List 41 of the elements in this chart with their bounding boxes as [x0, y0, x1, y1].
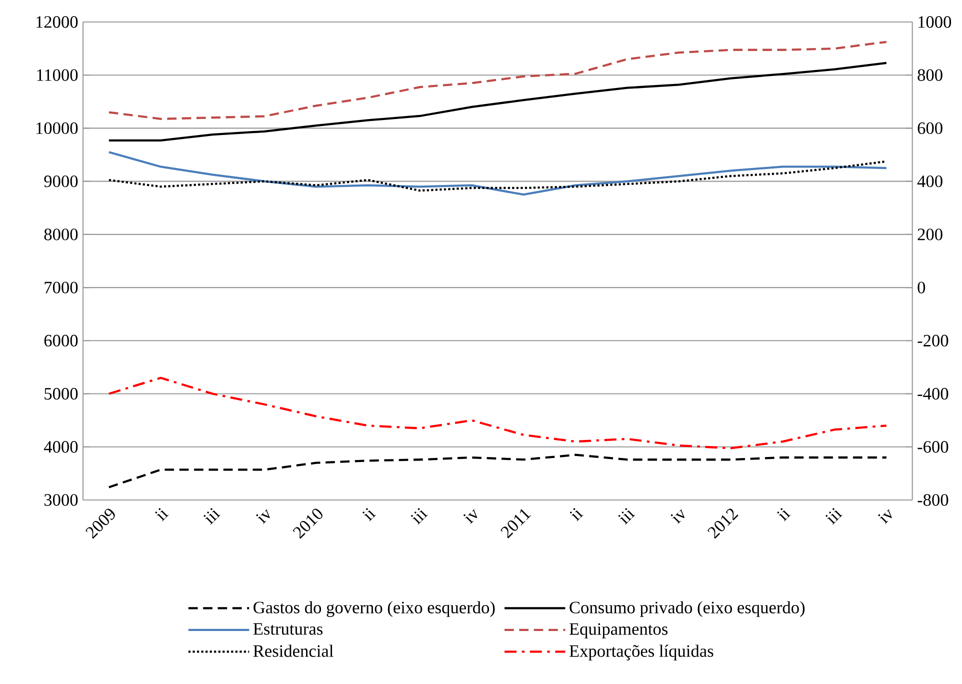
x-tick-label: iii [826, 508, 842, 525]
x-tick-label: iii [204, 508, 220, 525]
y2-tick-label: 0 [918, 282, 926, 294]
y-tick-label: 9000 [44, 175, 78, 188]
legend-label: Gastos do governo (eixo esquerdo) [254, 601, 495, 617]
y2-tick-label: 400 [917, 175, 942, 188]
x-tick-label: iv [670, 509, 685, 524]
x-tick-label: iii [411, 508, 428, 525]
y2-tick-label: 600 [918, 122, 942, 134]
y2-tick-label: -200 [918, 334, 948, 346]
x-tick-label: iv [256, 509, 270, 524]
y2-tick-label: 200 [918, 228, 942, 240]
x-tick-label: iii [618, 508, 636, 525]
y-tick-label: 3000 [44, 494, 78, 506]
y-tick-label: 10000 [36, 122, 78, 134]
y-tick-label: 6000 [44, 334, 78, 346]
x-tick-label: ii [362, 508, 376, 522]
legend-label: Estruturas [253, 623, 323, 635]
y2-tick-label: -800 [918, 494, 948, 506]
x-tick-label: ii [570, 508, 584, 522]
legend-label: Residencial [253, 644, 334, 657]
legend-label: Equipamentos [569, 623, 668, 638]
y-tick-label: 11000 [37, 69, 78, 81]
y2-tick-label: 1000 [918, 16, 952, 28]
y-tick-label: 4000 [44, 441, 78, 453]
y2-tick-label: -400 [918, 388, 948, 400]
x-tick-label: ii [777, 508, 791, 522]
legend-label: Consumo privado (eixo esquerdo) [570, 601, 805, 617]
x-tick-label: iv [878, 509, 892, 524]
y-tick-label: 8000 [44, 228, 78, 240]
legend-label: Exportações líquidas [569, 644, 714, 660]
y-tick-label: 7000 [44, 282, 78, 294]
line-series [108, 62, 888, 142]
y2-tick-label: 800 [918, 69, 942, 81]
y-tick-label: 12000 [36, 16, 78, 28]
line-series [108, 376, 888, 450]
y-tick-label: 5000 [44, 388, 78, 400]
y2-tick-label: -600 [918, 441, 948, 453]
x-tick-label: iv [464, 509, 478, 524]
line-series [108, 160, 888, 192]
x-tick-label: ii [155, 508, 169, 522]
